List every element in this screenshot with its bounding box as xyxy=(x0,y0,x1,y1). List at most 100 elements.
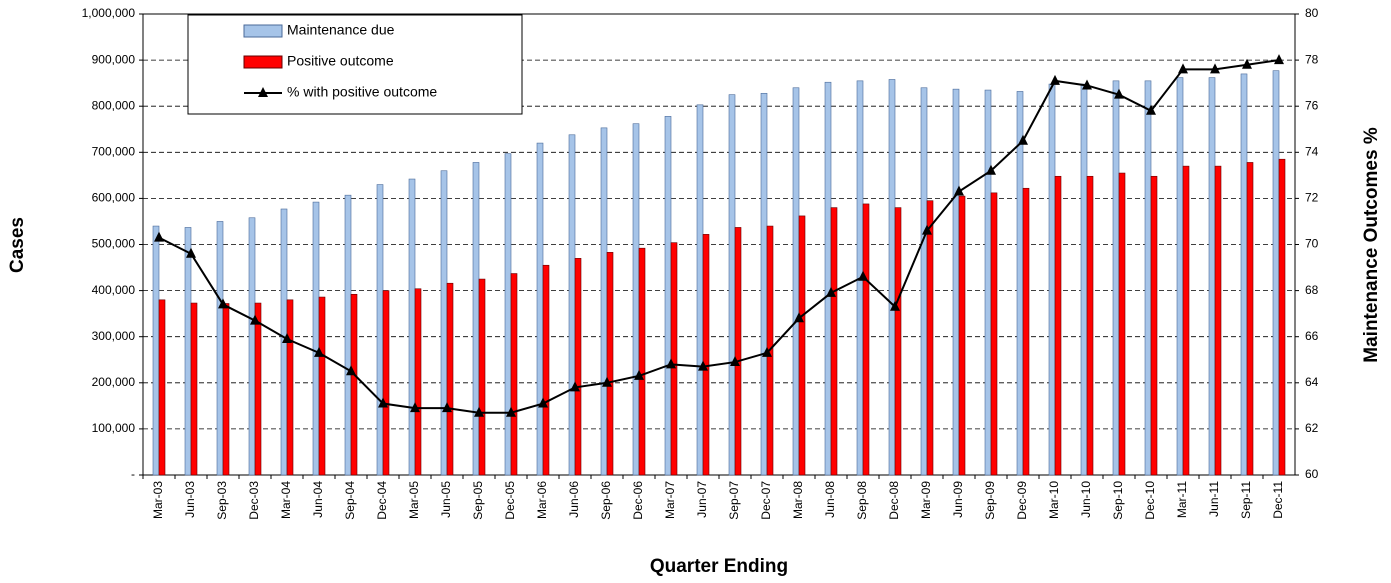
bar xyxy=(984,89,992,476)
marker xyxy=(250,314,260,325)
bar xyxy=(958,195,966,476)
x-tick-label: Jun-04 xyxy=(311,481,325,518)
y2-tick-label: 74 xyxy=(1305,144,1319,158)
x-tick-label: Dec-08 xyxy=(887,481,901,520)
x-tick-label: Dec-07 xyxy=(759,481,773,520)
x-tick-label: Sep-08 xyxy=(855,481,869,520)
marker xyxy=(538,397,548,408)
y-tick-label: 400,000 xyxy=(92,283,136,297)
bar xyxy=(926,200,934,476)
bar xyxy=(664,116,672,476)
y2-tick-label: 68 xyxy=(1305,283,1319,297)
bar xyxy=(1272,70,1280,476)
x-tick-label: Mar-11 xyxy=(1175,481,1189,518)
bar xyxy=(1022,187,1030,476)
marker xyxy=(282,333,292,344)
marker xyxy=(1050,74,1060,85)
bar xyxy=(894,207,902,476)
bar xyxy=(920,87,928,476)
bar xyxy=(1054,175,1062,476)
bar xyxy=(184,227,192,476)
bar xyxy=(1176,77,1184,476)
y-tick-label: 500,000 xyxy=(92,237,136,251)
line xyxy=(158,59,1280,414)
bar xyxy=(702,234,710,476)
bar xyxy=(1016,91,1024,476)
bar xyxy=(542,264,550,476)
marker xyxy=(378,397,388,408)
marker xyxy=(186,247,196,258)
x-tick-label: Jun-06 xyxy=(567,481,581,518)
y2-tick-label: 80 xyxy=(1305,6,1319,20)
x-tick-label: Mar-05 xyxy=(407,481,421,519)
x-tick-label: Sep-06 xyxy=(599,481,613,520)
bar xyxy=(1086,175,1094,476)
x-tick-label: Sep-03 xyxy=(215,481,229,520)
x-tick-label: Mar-03 xyxy=(151,481,165,519)
marker xyxy=(442,402,452,413)
x-tick-label: Mar-06 xyxy=(535,481,549,519)
x-tick-label: Mar-09 xyxy=(919,481,933,519)
bar xyxy=(190,302,198,476)
bar xyxy=(568,134,576,476)
marker xyxy=(1082,79,1092,90)
y-tick-label: 700,000 xyxy=(92,144,136,158)
bar xyxy=(1214,165,1222,476)
x-tick-label: Jun-05 xyxy=(439,481,453,518)
marker xyxy=(954,185,964,196)
bar xyxy=(1246,162,1254,476)
marker xyxy=(1146,104,1156,115)
marker xyxy=(698,360,708,371)
bar xyxy=(318,296,326,476)
y-tick-label: 200,000 xyxy=(92,375,136,389)
bar xyxy=(696,104,704,476)
bar xyxy=(862,203,870,476)
bar xyxy=(1144,80,1152,476)
x-tick-label: Sep-07 xyxy=(727,481,741,520)
marker xyxy=(1018,134,1028,145)
bar xyxy=(1048,83,1056,476)
bar xyxy=(1182,165,1190,476)
y2-tick-label: 78 xyxy=(1305,52,1319,66)
legend: Maintenance due Positive outcome % with po… xyxy=(187,14,523,115)
bar xyxy=(1278,158,1286,476)
x-tick-label: Sep-04 xyxy=(343,481,357,520)
bar xyxy=(1118,172,1126,476)
x-tick-label: Jun-11 xyxy=(1207,481,1221,517)
legend-swatch xyxy=(243,55,283,69)
x-tick-label: Sep-11 xyxy=(1239,481,1253,519)
marker xyxy=(730,356,740,367)
y2-tick-label: 72 xyxy=(1305,191,1319,205)
marker xyxy=(218,298,228,309)
bar xyxy=(152,225,160,476)
marker xyxy=(1242,58,1252,69)
marker xyxy=(634,369,644,380)
legend-label: % with positive outcome xyxy=(287,84,437,100)
x-tick-label: Dec-04 xyxy=(375,481,389,520)
bar xyxy=(158,299,166,476)
bar xyxy=(350,293,358,476)
marker xyxy=(506,406,516,417)
marker xyxy=(666,358,676,369)
marker xyxy=(1114,88,1124,99)
x-axis-title: Quarter Ending xyxy=(650,556,788,577)
y2-tick-label: 76 xyxy=(1305,98,1319,112)
bar xyxy=(1150,175,1158,476)
bar xyxy=(574,258,582,476)
x-tick-label: Mar-07 xyxy=(663,481,677,519)
bar xyxy=(344,194,352,476)
y-tick-label: 800,000 xyxy=(92,98,136,112)
bar xyxy=(1112,80,1120,476)
x-tick-label: Mar-08 xyxy=(791,481,805,519)
bar xyxy=(510,273,518,476)
marker xyxy=(346,365,356,376)
y2-tick-label: 66 xyxy=(1305,329,1319,343)
bar xyxy=(798,215,806,476)
marker xyxy=(602,376,612,387)
x-tick-label: Dec-03 xyxy=(247,481,261,520)
bar xyxy=(382,290,390,476)
marker xyxy=(314,346,324,357)
marker xyxy=(570,381,580,392)
bar xyxy=(312,201,320,476)
x-tick-label: Dec-05 xyxy=(503,481,517,520)
